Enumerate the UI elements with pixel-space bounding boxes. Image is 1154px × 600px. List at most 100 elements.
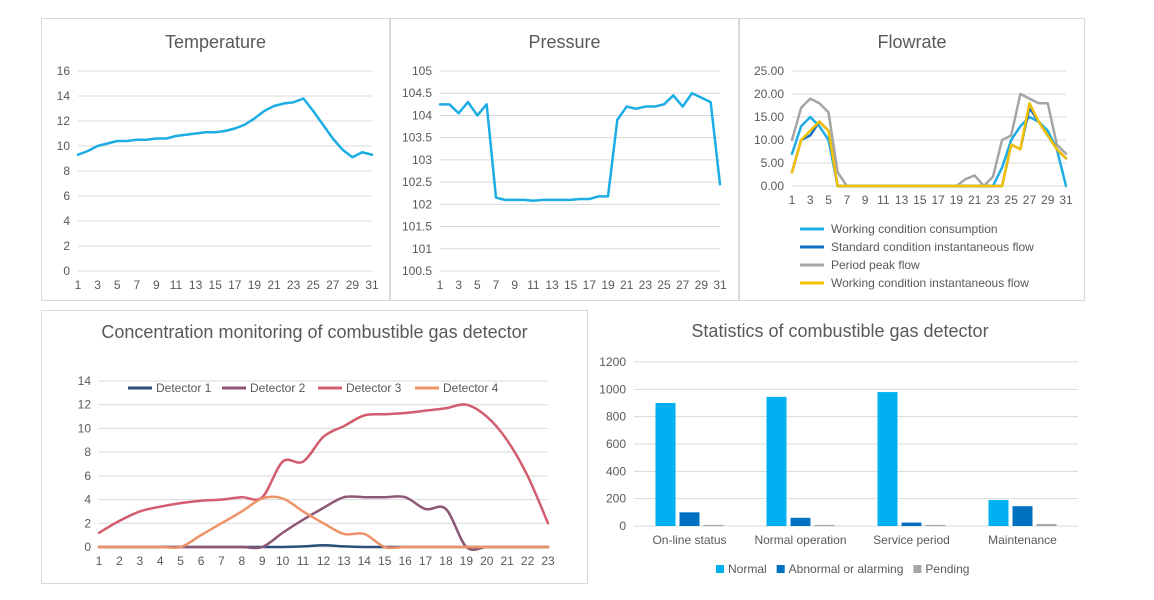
pressure-chart-panel: Pressure 100.5 101 101.5 102 102.5 103 103.5 10… bbox=[390, 18, 739, 301]
x-tick-label: 1 bbox=[96, 554, 103, 568]
legend-label: Standard condition instantaneous flow bbox=[831, 240, 1034, 254]
category-label: Maintenance bbox=[988, 533, 1057, 547]
x-tick-label: 19 bbox=[248, 278, 262, 292]
x-tick-label: 21 bbox=[267, 278, 281, 292]
legend-label: Pending bbox=[925, 562, 969, 576]
bar bbox=[877, 392, 898, 526]
detector-4-series-line bbox=[97, 495, 550, 550]
x-tick-label: 13 bbox=[189, 278, 203, 292]
x-tick-label: 21 bbox=[968, 193, 982, 207]
temperature-chart-title: Temperature bbox=[164, 32, 267, 52]
x-tick-label: 7 bbox=[493, 278, 500, 292]
y-tick-label: 16 bbox=[57, 64, 71, 78]
y-tick-label: 12 bbox=[78, 398, 92, 412]
legend-swatch bbox=[913, 565, 922, 573]
bar bbox=[655, 403, 676, 526]
bar bbox=[925, 524, 946, 526]
y-tick-label: 10 bbox=[78, 421, 92, 435]
x-tick-label: 29 bbox=[695, 278, 709, 292]
x-tick-label: 25 bbox=[1005, 193, 1019, 207]
y-tick-label: 20.00 bbox=[754, 87, 784, 101]
bar bbox=[901, 522, 922, 526]
y-tick-label: 14 bbox=[78, 374, 92, 388]
x-tick-label: 1 bbox=[75, 278, 82, 292]
y-tick-label: 8 bbox=[63, 164, 70, 178]
y-tick-label: 0.00 bbox=[761, 179, 785, 193]
x-tick-label: 29 bbox=[346, 278, 360, 292]
data-series-line bbox=[76, 97, 374, 159]
x-tick-label: 21 bbox=[501, 554, 515, 568]
y-tick-label: 2 bbox=[84, 516, 91, 530]
gas-detector-statistics-chart: 0 200 400 600 800 1000 1200 On-line status Norma… bbox=[599, 355, 1078, 576]
bar bbox=[814, 524, 835, 526]
x-tick-label: 15 bbox=[378, 554, 392, 568]
legend-label: Detector 3 bbox=[346, 381, 402, 395]
y-tick-label: 800 bbox=[606, 410, 626, 424]
x-tick-label: 5 bbox=[474, 278, 481, 292]
y-tick-label: 103 bbox=[412, 153, 432, 167]
x-tick-label: 16 bbox=[398, 554, 412, 568]
x-tick-label: 17 bbox=[228, 278, 242, 292]
y-tick-label: 102 bbox=[412, 197, 432, 211]
x-tick-label: 23 bbox=[541, 554, 555, 568]
x-tick-label: 27 bbox=[1023, 193, 1037, 207]
x-tick-label: 2 bbox=[116, 554, 123, 568]
y-tick-label: 5.00 bbox=[761, 156, 785, 170]
x-tick-label: 14 bbox=[358, 554, 372, 568]
bar bbox=[703, 524, 724, 526]
x-tick-label: 3 bbox=[807, 193, 814, 207]
y-tick-label: 14 bbox=[57, 89, 71, 103]
x-tick-label: 11 bbox=[527, 278, 540, 292]
x-tick-label: 15 bbox=[913, 193, 927, 207]
y-tick-label: 10.00 bbox=[754, 133, 784, 147]
x-tick-label: 29 bbox=[1041, 193, 1055, 207]
y-tick-label: 1000 bbox=[599, 382, 626, 396]
y-tick-label: 400 bbox=[606, 464, 626, 478]
x-tick-label: 5 bbox=[825, 193, 832, 207]
x-tick-label: 31 bbox=[365, 278, 379, 292]
gas-concentration-chart-title: Concentration monitoring of combustible … bbox=[101, 322, 528, 342]
legend-label: Abnormal or alarming bbox=[789, 562, 904, 576]
y-tick-label: 200 bbox=[606, 492, 626, 506]
x-tick-label: 31 bbox=[1059, 193, 1073, 207]
x-tick-label: 12 bbox=[317, 554, 331, 568]
x-tick-label: 19 bbox=[460, 554, 474, 568]
x-tick-label: 9 bbox=[153, 278, 160, 292]
x-tick-label: 5 bbox=[114, 278, 121, 292]
gas-detector-statistics-chart-title: Statistics of combustible gas detector bbox=[691, 321, 989, 341]
y-tick-label: 101 bbox=[412, 242, 432, 256]
legend-label: Working condition instantaneous flow bbox=[831, 276, 1029, 290]
x-tick-label: 11 bbox=[170, 278, 183, 292]
x-tick-label: 17 bbox=[931, 193, 945, 207]
x-tick-label: 13 bbox=[895, 193, 909, 207]
legend-label: Normal bbox=[728, 562, 767, 576]
x-tick-label: 22 bbox=[521, 554, 535, 568]
x-tick-label: 7 bbox=[843, 193, 850, 207]
bar bbox=[790, 517, 811, 526]
gas-detector-statistics-chart-panel: Statistics of combustible gas detector 0… bbox=[590, 310, 1090, 584]
x-tick-label: 17 bbox=[419, 554, 433, 568]
x-tick-label: 7 bbox=[218, 554, 225, 568]
x-tick-label: 5 bbox=[177, 554, 184, 568]
x-tick-label: 18 bbox=[439, 554, 453, 568]
y-tick-label: 0 bbox=[63, 264, 70, 278]
x-tick-label: 3 bbox=[136, 554, 143, 568]
category-label: On-line status bbox=[652, 533, 726, 547]
x-tick-label: 13 bbox=[337, 554, 351, 568]
y-tick-label: 101.5 bbox=[402, 220, 432, 234]
y-tick-label: 0 bbox=[84, 540, 91, 554]
x-tick-label: 9 bbox=[862, 193, 869, 207]
gas-concentration-chart-panel: Concentration monitoring of combustible … bbox=[41, 310, 588, 584]
pressure-chart: 100.5 101 101.5 102 102.5 103 103.5 104 104.5 105… bbox=[402, 64, 727, 292]
y-tick-label: 8 bbox=[84, 445, 91, 459]
x-tick-label: 25 bbox=[657, 278, 671, 292]
x-tick-label: 19 bbox=[601, 278, 615, 292]
bar bbox=[1012, 506, 1033, 526]
y-tick-label: 4 bbox=[84, 493, 91, 507]
x-tick-label: 4 bbox=[157, 554, 164, 568]
y-tick-label: 4 bbox=[63, 214, 70, 228]
x-tick-label: 11 bbox=[877, 193, 890, 207]
legend-label: Working condition consumption bbox=[831, 222, 998, 236]
x-tick-label: 23 bbox=[287, 278, 301, 292]
